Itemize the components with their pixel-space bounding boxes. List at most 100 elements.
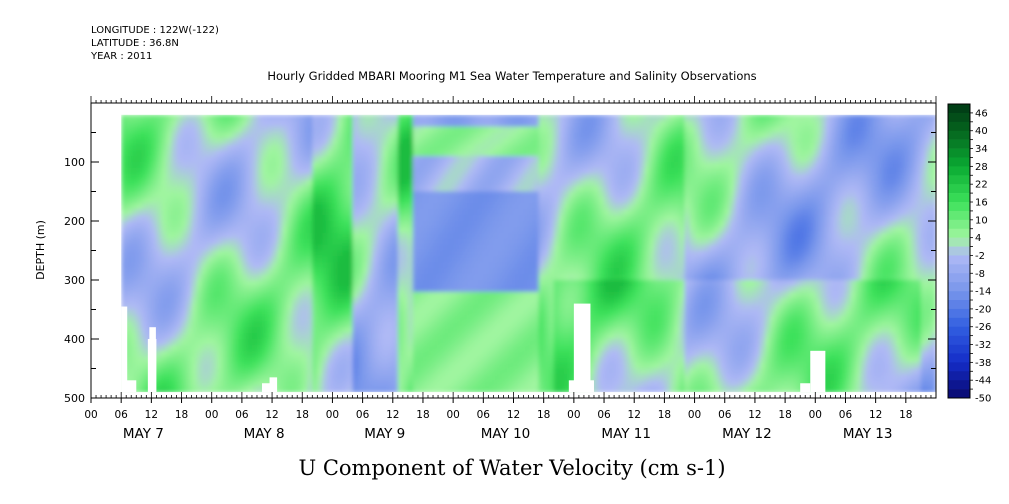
heatmap-cell — [246, 244, 253, 252]
heatmap-cell — [256, 120, 263, 128]
heatmap-cell — [146, 215, 152, 222]
heatmap-cell — [639, 226, 645, 234]
heatmap-cell — [302, 285, 308, 293]
heatmap-cell — [307, 138, 313, 145]
heatmap-cell — [543, 232, 550, 240]
heatmap-cell — [533, 268, 540, 275]
heatmap-cell — [176, 144, 183, 151]
heatmap-cell — [468, 386, 474, 393]
heatmap-cell — [226, 144, 233, 151]
heatmap-cell — [327, 209, 334, 216]
heatmap-cell — [256, 262, 263, 269]
heatmap-cell — [307, 368, 313, 375]
heatmap-cell — [292, 138, 298, 145]
heatmap-cell — [251, 303, 258, 311]
heatmap-cell — [387, 356, 394, 364]
heatmap-cell — [262, 226, 268, 234]
heatmap-cell — [548, 333, 555, 340]
heatmap-cell — [548, 350, 555, 358]
heatmap-cell — [478, 368, 484, 375]
heatmap-cell — [407, 386, 414, 393]
heatmap-cell — [156, 132, 163, 139]
heatmap-cell — [372, 350, 379, 358]
heatmap-cell — [583, 297, 590, 305]
heatmap-cell — [156, 297, 163, 305]
heatmap-cell — [337, 126, 344, 134]
heatmap-cell — [448, 150, 454, 157]
heatmap-cell — [347, 120, 354, 128]
heatmap-cell — [216, 280, 223, 287]
heatmap-cell — [533, 280, 540, 287]
heatmap-cell — [367, 297, 374, 305]
heatmap-cell — [337, 191, 344, 198]
heatmap-cell — [548, 162, 555, 169]
heatmap-cell — [292, 262, 298, 269]
heatmap-cell — [568, 173, 575, 181]
heatmap-cell — [362, 280, 369, 287]
heatmap-cell — [126, 232, 132, 240]
heatmap-cell — [543, 350, 550, 358]
heatmap-cell — [588, 374, 595, 381]
heatmap-cell — [508, 362, 515, 370]
heatmap-cell — [619, 167, 625, 175]
heatmap-cell — [267, 339, 273, 346]
heatmap-cell — [317, 197, 323, 204]
heatmap-cell — [226, 150, 233, 157]
heatmap-cell — [302, 333, 308, 340]
heatmap-cell — [332, 132, 339, 139]
heatmap-cell — [186, 350, 193, 358]
heatmap-cell — [624, 197, 630, 204]
heatmap-cell — [287, 339, 293, 346]
heatmap-cell — [397, 256, 404, 263]
heatmap-cell — [412, 386, 419, 393]
heatmap-cell — [191, 185, 198, 193]
heatmap-cell — [578, 150, 585, 157]
heatmap-cell — [251, 173, 258, 181]
heatmap-cell — [277, 274, 283, 281]
heatmap-cell — [392, 256, 399, 263]
heatmap-cell — [267, 262, 273, 269]
heatmap-cell — [221, 244, 228, 252]
heatmap-cell — [433, 368, 439, 375]
heatmap-cell — [282, 132, 288, 139]
heatmap-cell — [568, 162, 575, 169]
heatmap-cell — [211, 303, 218, 311]
heatmap-cell — [181, 162, 188, 169]
heatmap-cell — [558, 380, 565, 387]
heatmap-cell — [156, 144, 163, 151]
heatmap-cell — [206, 303, 213, 311]
heatmap-cell — [518, 156, 525, 163]
heatmap-cell — [347, 162, 354, 169]
heatmap-cell — [352, 315, 359, 322]
heatmap-cell — [528, 120, 535, 128]
heatmap-cell — [216, 321, 223, 328]
heatmap-cell — [387, 203, 394, 210]
heatmap-cell — [402, 333, 409, 340]
heatmap-cell — [639, 156, 645, 163]
heatmap-cell — [256, 362, 263, 370]
heatmap-cell — [146, 191, 152, 198]
heatmap-cell — [588, 232, 595, 240]
heatmap-cell — [166, 244, 173, 252]
heatmap-cell — [463, 162, 469, 169]
heatmap-cell — [503, 156, 510, 163]
heatmap-cell — [272, 333, 278, 340]
heatmap-cell — [558, 221, 565, 228]
heatmap-cell — [639, 309, 645, 316]
heatmap-cell — [186, 232, 193, 240]
heatmap-cell — [191, 274, 198, 281]
heatmap-cell — [513, 132, 520, 139]
heatmap-cell — [543, 156, 550, 163]
heatmap-cell — [412, 191, 419, 198]
heatmap-cell — [377, 167, 384, 175]
heatmap-cell — [342, 374, 349, 381]
heatmap-cell — [342, 185, 349, 193]
heatmap-cell — [221, 380, 228, 387]
heatmap-cell — [267, 197, 273, 204]
heatmap-cell — [342, 197, 349, 204]
heatmap-cell — [593, 297, 600, 305]
heatmap-cell — [493, 232, 500, 240]
heatmap-cell — [302, 126, 308, 134]
heatmap-cell — [282, 197, 288, 204]
heatmap-cell — [478, 209, 484, 216]
